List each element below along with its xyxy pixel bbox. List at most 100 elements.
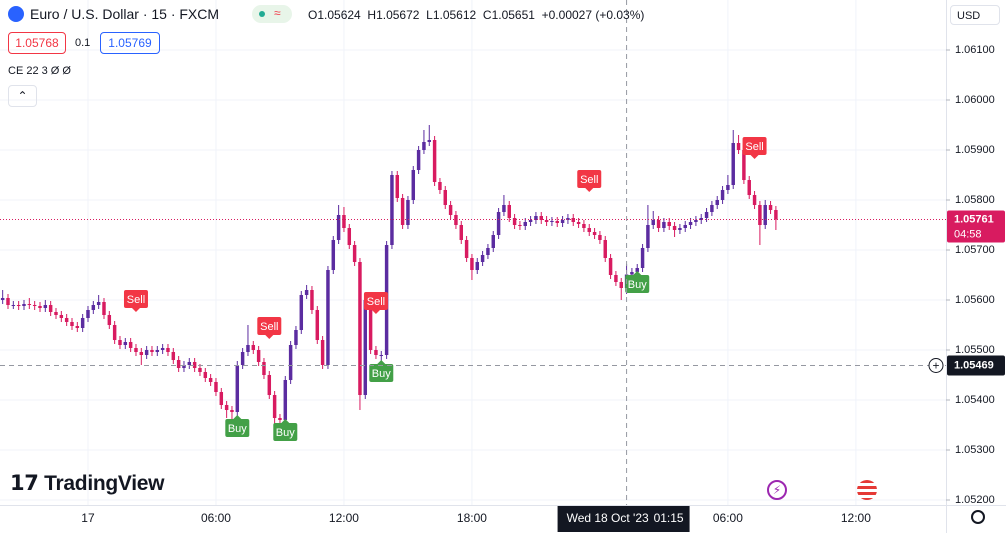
candle-body [667,222,671,226]
ohlc-legend: O1.05624 H1.05672 L1.05612 C1.05651 +0.0… [308,8,644,22]
candle-body [448,205,453,215]
y-tick-label: 1.05600 [955,294,995,306]
signal-label: Buy [625,271,650,293]
add-alert-button[interactable] [928,358,944,373]
signal-box [577,170,602,188]
signal-text: Buy [372,368,391,380]
candle-body [219,392,224,405]
candle-body [304,290,309,295]
signal-pointer [585,188,594,192]
candle-body [203,372,208,378]
last-price-box [947,210,1005,243]
candle-body [512,218,517,225]
candle-body [400,198,405,225]
candle-body [150,350,154,352]
signal-label: Sell [123,290,148,312]
candle-body [139,352,144,355]
candle-body [27,304,32,305]
legend-key: C [482,8,492,22]
candle-body [443,190,448,205]
signal-label: Sell [363,292,388,314]
candle-body [43,305,48,308]
candle-body [736,143,741,150]
legend-value: 1.05612 [432,8,477,22]
candle-body [486,248,490,255]
candle-body [118,340,122,345]
candle-body [646,225,650,248]
signal-text: Sell [127,294,145,306]
signal-box [369,364,394,382]
logo[interactable]: 𝟭𝟳 TradingView [10,472,165,495]
candle-body [70,322,74,326]
candle-body [582,224,586,228]
candle-body [347,228,352,245]
candle-body [11,305,16,306]
candle-body [278,418,282,420]
signal-label: Sell [577,170,602,192]
settings-icon[interactable] [971,510,985,524]
candle-body [176,360,181,368]
symbol-title[interactable]: Euro / U.S. Dollar · 15 · FXCM [30,6,220,22]
candle-body [774,210,778,220]
y-tick-label: 1.05200 [955,494,995,506]
bid-price[interactable]: 1.05768 [8,32,66,54]
candle-body [560,220,565,223]
indicator-label[interactable]: CE 22 3 Ø Ø [8,65,71,77]
candle-body [678,228,682,230]
candle-body [416,150,421,170]
candle-body [267,375,272,395]
candle-body [752,195,757,205]
signal-label: Buy [225,415,250,437]
candle-body [166,348,170,352]
candle-body [704,212,709,218]
signal-pointer [265,335,274,339]
candle-body [438,182,442,190]
crosshair-time-box [557,506,690,532]
candle-body [422,142,426,150]
candle-body [459,225,464,240]
currency-button[interactable]: USD [950,5,1000,25]
last-price-label: 1.05761 [954,213,994,225]
x-tick-label: 12:00 [329,511,359,525]
logo-text: TradingView [44,472,165,495]
candle-body [144,350,149,355]
events-icon[interactable]: ⚡ [767,480,787,500]
signal-pointer [281,419,290,423]
status-pill[interactable]: ≈ [252,5,292,23]
candle-body [662,222,666,228]
candle-body [592,232,597,235]
candle-body [0,298,5,300]
x-tick-label: 18:00 [457,511,487,525]
x-tick-label: 06:00 [201,511,231,525]
y-tick-label: 1.05800 [955,194,995,206]
ask-price[interactable]: 1.05769 [100,32,160,54]
candle-body [614,275,618,282]
candle-body [331,240,336,270]
candle-body [38,306,42,308]
candle-body [102,302,106,315]
candle-body [86,310,90,318]
candle-body [694,220,698,222]
legend-value: 1.05651 [491,8,535,22]
candle-body [758,205,762,225]
candle-body [720,190,725,200]
candle-body [310,290,314,310]
signal-text: Buy [228,423,247,435]
candle-body [534,216,538,220]
economic-event-icon[interactable] [857,480,877,500]
candle-body [528,220,533,222]
add-alert-icon: + [932,359,939,373]
candle-body [315,310,320,340]
signal-box [225,419,250,437]
y-tick-label: 1.05400 [955,394,995,406]
signal-pointer [377,360,386,364]
candle-body [299,295,304,330]
signal-text: Sell [260,321,278,333]
collapse-button[interactable]: ⌃ [8,85,37,107]
candle-body [358,262,362,395]
legend-key: L [426,8,433,22]
candle-body [480,255,485,262]
candle-body [688,222,693,225]
candle-body [550,221,554,222]
